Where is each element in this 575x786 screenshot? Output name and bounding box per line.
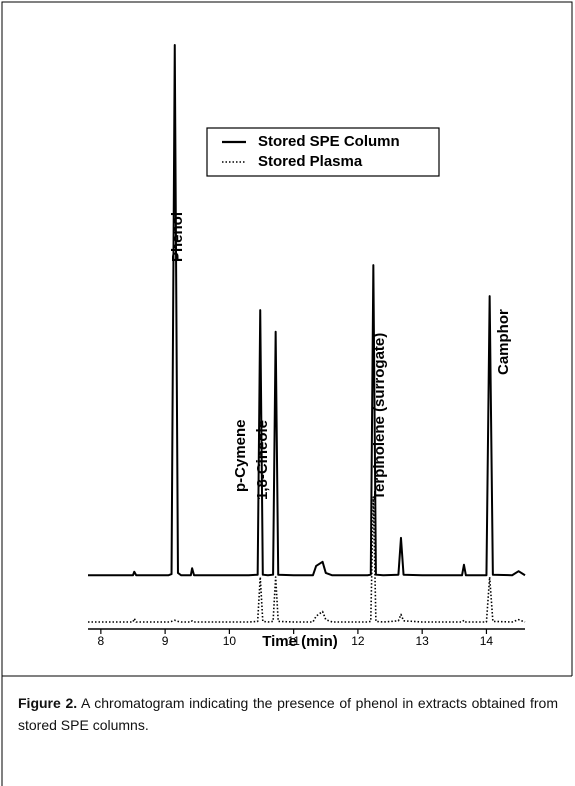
- peak-label: Camphor: [495, 309, 512, 375]
- legend-box: [206, 127, 440, 177]
- x-tick-label: 10: [223, 634, 237, 648]
- x-tick-label: 8: [98, 634, 105, 648]
- legend-label: Stored Plasma: [258, 153, 363, 170]
- caption-label: Figure 2.: [18, 695, 78, 711]
- caption-text: A chromatogram indicating the presence o…: [18, 695, 558, 733]
- x-tick-label: 13: [415, 634, 429, 648]
- x-tick-label: 9: [162, 634, 169, 648]
- x-axis-label: Time (min): [262, 633, 338, 650]
- peak-label: Terpinolene (surrogate): [371, 333, 388, 500]
- peak-label: Phenol: [169, 212, 186, 262]
- peak-label: p-Cymene: [232, 419, 249, 492]
- x-tick-label: 11: [287, 634, 300, 648]
- x-tick-label: 12: [351, 634, 365, 648]
- peak-label: 1,8-Cineole: [254, 420, 271, 500]
- x-tick-label: 14: [480, 634, 494, 648]
- series-line: [88, 44, 526, 577]
- legend-label: Stored SPE Column: [258, 133, 400, 150]
- caption: Figure 2. A chromatogram indicating the …: [18, 692, 558, 736]
- series-line: [88, 496, 526, 623]
